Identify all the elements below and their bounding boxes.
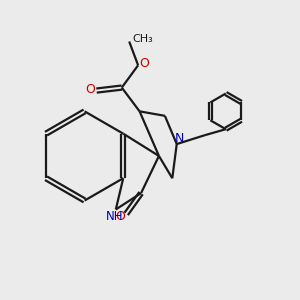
Text: O: O bbox=[140, 57, 150, 70]
Text: NH: NH bbox=[106, 210, 123, 224]
Text: CH₃: CH₃ bbox=[132, 34, 153, 44]
Text: N: N bbox=[174, 132, 184, 145]
Text: O: O bbox=[115, 210, 125, 224]
Text: O: O bbox=[85, 82, 95, 96]
